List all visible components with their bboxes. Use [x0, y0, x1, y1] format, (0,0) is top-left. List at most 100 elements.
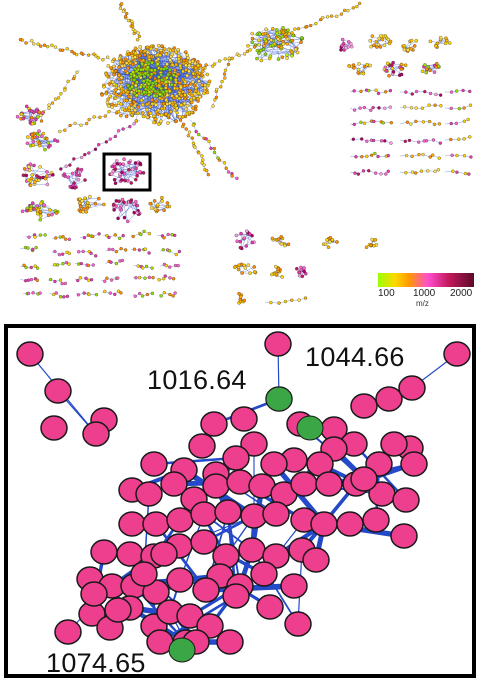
overview-node	[82, 235, 87, 240]
overview-node	[146, 93, 151, 97]
overview-node	[134, 83, 138, 88]
overview-node	[31, 139, 36, 144]
overview-node	[346, 9, 350, 13]
overview-node	[126, 84, 131, 88]
overview-node	[437, 122, 442, 126]
overview-node	[71, 183, 76, 188]
overview-node	[114, 111, 119, 115]
overview-node	[462, 119, 467, 123]
overview-node	[91, 263, 95, 267]
overview-node	[114, 261, 119, 266]
overview-node	[276, 37, 280, 41]
overview-node	[78, 276, 83, 280]
overview-node	[219, 85, 223, 89]
overview-node	[414, 106, 418, 110]
overview-node	[38, 291, 42, 295]
overview-node	[255, 56, 259, 61]
overview-node	[38, 217, 42, 222]
overview-node	[211, 104, 215, 108]
overview-edge	[286, 42, 302, 59]
overview-node	[129, 181, 133, 185]
overview-node	[92, 52, 96, 56]
overview-node	[168, 265, 172, 269]
overview-node	[30, 136, 35, 140]
overview-node	[290, 31, 294, 35]
overview-node	[135, 174, 139, 178]
overview-node	[106, 97, 110, 102]
overview-node	[144, 264, 149, 269]
overview-node	[79, 123, 83, 127]
overview-node	[64, 237, 68, 241]
overview-node	[150, 98, 154, 102]
overview-node	[190, 136, 194, 140]
overview-node	[450, 153, 454, 157]
overview-node	[287, 32, 291, 36]
overview-node	[31, 143, 36, 148]
overview-node	[406, 48, 410, 52]
overview-edge	[120, 103, 159, 125]
overview-node	[203, 83, 208, 88]
cluster-node	[166, 567, 194, 593]
overview-node	[142, 79, 146, 83]
overview-node	[47, 208, 52, 212]
overview-node	[227, 56, 232, 60]
overview-node	[383, 139, 387, 143]
cluster-node	[262, 501, 290, 527]
overview-node	[237, 291, 241, 296]
overview-node	[283, 299, 288, 304]
overview-node	[468, 135, 472, 139]
overview-node	[78, 201, 82, 205]
overview-node	[200, 154, 204, 158]
overview-node	[82, 291, 86, 295]
overview-node	[128, 125, 132, 129]
overview-node	[108, 94, 112, 99]
overview-node	[18, 37, 23, 42]
overview-node	[433, 103, 437, 107]
cluster-node	[40, 415, 68, 441]
overview-node	[116, 129, 121, 133]
overview-node	[160, 196, 164, 200]
overview-node	[81, 210, 85, 214]
overview-node	[81, 207, 86, 211]
cluster-node	[222, 583, 250, 609]
overview-node	[352, 108, 357, 112]
overview-node	[53, 279, 57, 284]
overview-node	[468, 103, 473, 107]
overview-node	[29, 115, 34, 120]
cluster-node	[90, 539, 118, 565]
overview-node	[60, 281, 64, 286]
overview-node	[160, 44, 164, 48]
overview-node	[103, 114, 108, 118]
overview-node	[365, 154, 369, 159]
overview-node	[223, 68, 228, 72]
overview-node	[463, 171, 468, 176]
overview-node	[386, 169, 390, 173]
overview-edge	[290, 42, 302, 51]
overview-node	[32, 207, 36, 211]
overview-node	[112, 57, 116, 62]
overview-node	[37, 110, 42, 115]
overview-edge	[27, 135, 42, 144]
overview-node	[62, 295, 66, 299]
overview-node	[157, 79, 161, 83]
overview-node	[169, 109, 173, 114]
overview-node	[134, 276, 138, 280]
overview-node	[410, 154, 414, 159]
overview-node	[164, 66, 169, 71]
overview-node	[177, 249, 182, 254]
overview-node	[255, 32, 260, 36]
overview-node	[176, 47, 180, 52]
cluster-node	[118, 511, 146, 537]
overview-node	[42, 43, 47, 47]
overview-node	[362, 105, 366, 110]
overview-node	[35, 266, 40, 270]
overview-node	[54, 291, 58, 295]
overview-node	[196, 75, 201, 79]
overview-node	[24, 208, 29, 213]
overview-node	[142, 90, 146, 95]
overview-node	[409, 38, 414, 43]
overview-node	[194, 104, 198, 109]
overview-node	[196, 59, 200, 64]
overview-node	[150, 266, 154, 270]
overview-node	[174, 252, 178, 257]
